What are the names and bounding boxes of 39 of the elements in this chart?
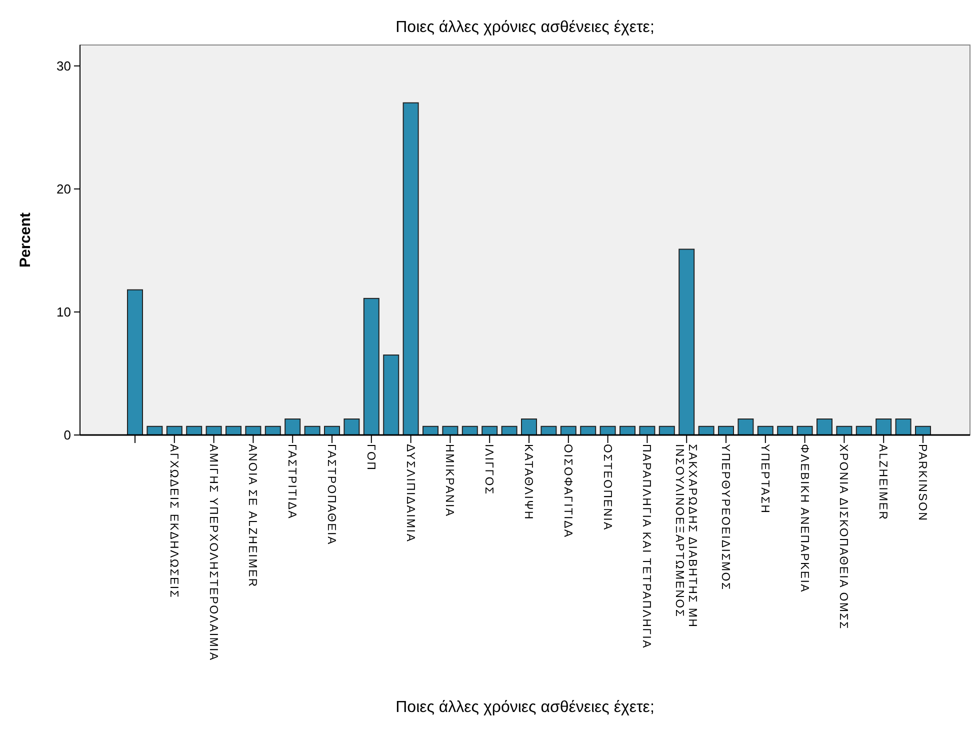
x-tick-label: ΥΠΕΡΤΑΣΗ [758,444,770,514]
bar [363,298,380,436]
y-tick-label: 0 [64,428,71,443]
x-tick-label: ΥΠΕΡΘΥΡΕΟΕΙΔΙΣΜΟΣ [719,444,731,591]
y-tick-label: 10 [56,304,71,320]
x-axis-title: Ποιες άλλες χρόνιες ασθένειες έχετε; [396,699,654,716]
x-tick-label: ΙΛΙΓΓΟΣ [482,444,495,496]
bar [521,418,537,436]
bar [402,102,419,436]
x-tick-label: ΑΜΙΓΗΣ ΥΠΕΡΧΟΛΗΣΤΕΡΟΛΑΙΜΙΑ [206,444,219,662]
x-tick-label: ΑΝΟΙΑ ΣΕ ALZHEIMER [246,444,258,588]
x-tick-label: ΑΓΧΩΔΕΙΣ ΕΚΔΗΛΩΣΕΙΣ [167,444,180,599]
bar [678,248,695,436]
bar [383,354,400,436]
x-tick-label: ΧΡΟΝΙΑ ΔΙΣΚΟΠΑΘΕΙΑ ΟΜΣΣ [837,444,850,630]
x-tick-label: ΓΑΣΤΡΙΤΙΔΑ [286,444,298,520]
x-tick-label: ΓΟΠ [364,444,376,472]
x-tick-label: ΟΙΣΟΦΑΓΙΤΙΔΑ [561,444,574,538]
bar [127,289,143,436]
x-tick-label: ΦΛΕΒΙΚΗ ΑΝΕΠΑΡΚΕΙΑ [798,444,810,594]
x-tick-label: ΠΑΡΑΠΛΗΓΙΑ ΚΑΙ ΤΕΤΡΑΠΛΗΓΙΑ [640,444,652,649]
x-tick-label: ΟΣΤΕΟΠΕΝΙΑ [600,444,613,531]
bar [284,418,301,436]
x-tick-label: ΣΑΚΧΑΡΩΔΗΣ ΔΙΑΒΗΤΗΣ ΜΗ ΙΝΣΟΥΛΙΝΟΕΞΑΡΤΩΜΕΝΟΣ [673,444,698,628]
x-tick-label: ALZHEIMER [876,444,889,521]
x-tick-label: ΔΥΣΛΙΠΙΔΑΙΜΙΑ [404,444,416,543]
bar [344,418,360,436]
bar [816,418,832,436]
x-tick-label: PARKINSON [916,444,928,522]
x-tick-label: ΗΜΙΚΡΑΝΙΑ [443,444,456,518]
x-tick-label: ΓΑΣΤΡΟΠΑΘΕΙΑ [325,444,337,546]
bar [738,418,754,436]
chart-title: Ποιες άλλες χρόνιες ασθένειες έχετε; [396,19,654,36]
y-axis-title: Percent [17,212,34,268]
y-tick-label: 20 [56,181,71,196]
y-tick-label: 30 [56,58,71,74]
bar [895,418,912,436]
bar [876,418,892,436]
x-tick-label: ΚΑΤΑΘΛΙΨΗ [522,444,534,520]
